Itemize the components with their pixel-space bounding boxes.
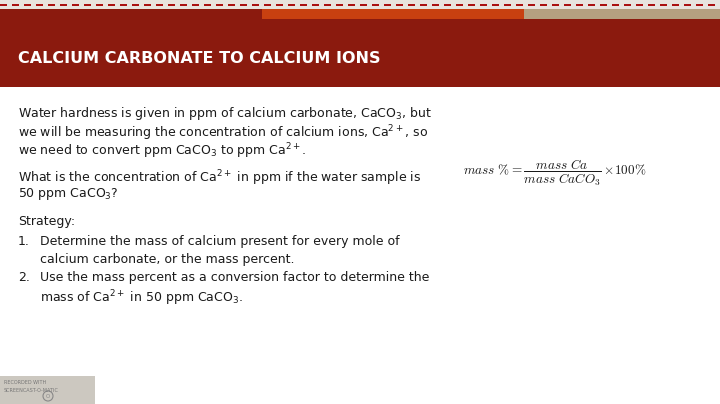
Text: mass of Ca$^{2+}$ in 50 ppm CaCO$_3$.: mass of Ca$^{2+}$ in 50 ppm CaCO$_3$. — [40, 288, 243, 308]
Bar — [336, 4, 343, 6]
Bar — [60, 4, 67, 6]
Text: 50 ppm CaCO$_3$?: 50 ppm CaCO$_3$? — [18, 186, 119, 202]
Bar — [240, 4, 247, 6]
Text: O: O — [46, 393, 50, 398]
Text: 2.: 2. — [18, 271, 30, 284]
Bar — [576, 4, 583, 6]
Bar — [36, 4, 43, 6]
Bar — [684, 4, 691, 6]
Bar — [108, 4, 115, 6]
Bar — [264, 4, 271, 6]
Text: 1.: 1. — [18, 235, 30, 248]
Bar — [600, 4, 607, 6]
Bar — [24, 4, 31, 6]
Bar — [156, 4, 163, 6]
Bar — [132, 4, 139, 6]
Bar — [372, 4, 379, 6]
Bar — [696, 4, 703, 6]
Bar — [192, 4, 199, 6]
Bar — [348, 4, 355, 6]
Bar — [276, 4, 283, 6]
Bar — [0, 0, 720, 9]
Text: Determine the mass of calcium present for every mole of: Determine the mass of calcium present fo… — [40, 235, 400, 248]
Text: we need to convert ppm CaCO$_3$ to ppm Ca$^{2+}$.: we need to convert ppm CaCO$_3$ to ppm C… — [18, 141, 307, 161]
Bar — [612, 4, 619, 6]
Bar — [228, 4, 235, 6]
Text: Water hardness is given in ppm of calcium carbonate, CaCO$_3$, but: Water hardness is given in ppm of calciu… — [18, 105, 432, 122]
Bar — [262, 9, 524, 19]
Bar — [408, 4, 415, 6]
Bar — [288, 4, 295, 6]
Bar — [12, 4, 19, 6]
Bar — [516, 4, 523, 6]
Bar — [636, 4, 643, 6]
Bar — [180, 4, 187, 6]
Bar — [0, 9, 262, 19]
Bar — [456, 4, 463, 6]
Bar — [432, 4, 439, 6]
Bar — [396, 4, 403, 6]
Text: RECORDED WITH: RECORDED WITH — [4, 380, 46, 385]
Text: Use the mass percent as a conversion factor to determine the: Use the mass percent as a conversion fac… — [40, 271, 429, 284]
Bar — [588, 4, 595, 6]
Bar — [120, 4, 127, 6]
Bar — [84, 4, 91, 6]
Bar — [312, 4, 319, 6]
Bar — [216, 4, 223, 6]
Text: calcium carbonate, or the mass percent.: calcium carbonate, or the mass percent. — [40, 252, 294, 265]
Bar — [540, 4, 547, 6]
Bar — [624, 4, 631, 6]
Bar — [468, 4, 475, 6]
Bar — [0, 19, 720, 87]
Text: $\mathit{mass\ \%} = \dfrac{\mathit{mass\ Ca}}{\mathit{mass\ CaCO_3}} \times\!10: $\mathit{mass\ \%} = \dfrac{\mathit{mass… — [464, 158, 647, 188]
Bar — [0, 376, 95, 404]
Text: we will be measuring the concentration of calcium ions, Ca$^{2+}$, so: we will be measuring the concentration o… — [18, 123, 428, 143]
Bar — [204, 4, 211, 6]
Bar — [324, 4, 331, 6]
Bar — [492, 4, 499, 6]
Bar — [708, 4, 715, 6]
Bar — [524, 9, 720, 19]
Bar — [0, 4, 7, 6]
Text: What is the concentration of Ca$^{2+}$ in ppm if the water sample is: What is the concentration of Ca$^{2+}$ i… — [18, 168, 421, 187]
Bar — [360, 4, 367, 6]
Text: CALCIUM CARBONATE TO CALCIUM IONS: CALCIUM CARBONATE TO CALCIUM IONS — [18, 51, 380, 66]
Bar — [648, 4, 655, 6]
Bar — [96, 4, 103, 6]
Bar — [528, 4, 535, 6]
Bar — [144, 4, 151, 6]
Bar — [480, 4, 487, 6]
Bar — [48, 4, 55, 6]
Bar — [660, 4, 667, 6]
Bar — [300, 4, 307, 6]
Text: Strategy:: Strategy: — [18, 215, 75, 228]
Bar — [444, 4, 451, 6]
Bar — [564, 4, 571, 6]
Text: SCREENCAST-O-MATIC: SCREENCAST-O-MATIC — [4, 388, 59, 393]
Bar — [252, 4, 259, 6]
Bar — [384, 4, 391, 6]
Bar — [72, 4, 79, 6]
Bar — [420, 4, 427, 6]
Bar — [672, 4, 679, 6]
Bar — [504, 4, 511, 6]
Bar — [552, 4, 559, 6]
Bar — [168, 4, 175, 6]
